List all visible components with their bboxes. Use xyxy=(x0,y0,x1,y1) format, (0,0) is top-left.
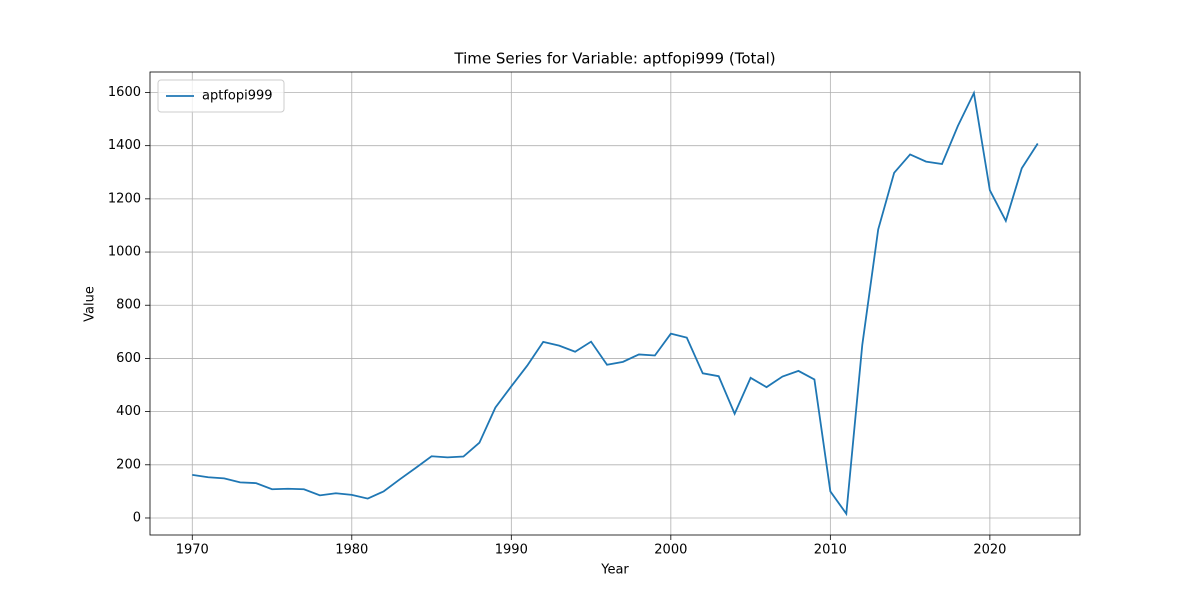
y-tick-label: 1600 xyxy=(108,85,141,100)
x-tick-label: 1990 xyxy=(495,543,528,558)
x-tick-label: 2010 xyxy=(814,543,847,558)
legend-label: aptfopi999 xyxy=(202,89,273,104)
chart-title: Time Series for Variable: aptfopi999 (To… xyxy=(453,50,775,68)
y-tick-label: 0 xyxy=(133,510,141,525)
y-tick-label: 1400 xyxy=(108,138,141,153)
x-tick-label: 1970 xyxy=(176,543,209,558)
x-tick-label: 2000 xyxy=(654,543,687,558)
legend-box xyxy=(157,79,285,113)
data-line xyxy=(192,90,1039,517)
x-tick-label: 1980 xyxy=(335,543,368,558)
y-tick-label: 800 xyxy=(116,298,141,313)
y-tick-label: 1200 xyxy=(108,191,141,206)
y-tick-label: 1000 xyxy=(108,245,141,260)
y-tick-label: 400 xyxy=(116,404,141,419)
x-tick-label: 2020 xyxy=(973,543,1006,558)
x-axis-label: Year xyxy=(600,563,629,578)
plot-frame xyxy=(149,71,1081,536)
y-axis-label: Value xyxy=(83,286,98,322)
y-tick-label: 200 xyxy=(116,457,141,472)
y-tick-label: 600 xyxy=(116,351,141,366)
